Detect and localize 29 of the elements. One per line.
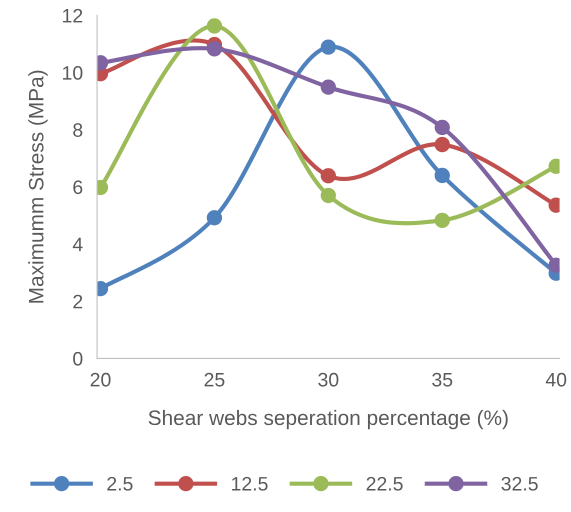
x-axis-title: Shear webs seperation percentage (%) xyxy=(148,410,508,430)
point xyxy=(434,136,450,152)
y-tick-label: 2 xyxy=(73,294,82,308)
point xyxy=(320,79,336,95)
point xyxy=(434,168,450,184)
point xyxy=(206,18,222,34)
y-tick-label: 6 xyxy=(73,180,82,194)
x-tick-label: 40 xyxy=(546,372,566,387)
x-tick-label: 25 xyxy=(204,372,224,387)
legend-label: 32.5 xyxy=(501,476,538,491)
x-tick-label: 35 xyxy=(432,372,452,387)
point xyxy=(206,210,222,226)
y-tick-label: 10 xyxy=(63,66,82,80)
y-tick-label: 0 xyxy=(73,352,82,366)
y-tick-label: 8 xyxy=(73,123,82,137)
legend-label: 12.5 xyxy=(232,476,268,491)
point xyxy=(434,212,450,228)
legend-label: 2.5 xyxy=(107,476,133,491)
point xyxy=(320,168,336,184)
point xyxy=(206,41,222,56)
point xyxy=(434,120,450,136)
y-axis-title: Maximumm Stress (MPa) xyxy=(28,70,48,303)
point xyxy=(320,39,336,55)
x-tick-label: 20 xyxy=(90,372,111,387)
y-tick-label: 4 xyxy=(72,238,83,252)
y-tick-label: 12 xyxy=(63,8,82,22)
point xyxy=(320,188,336,204)
x-tick-label: 30 xyxy=(318,372,338,387)
legend-label: 22.5 xyxy=(366,476,403,491)
